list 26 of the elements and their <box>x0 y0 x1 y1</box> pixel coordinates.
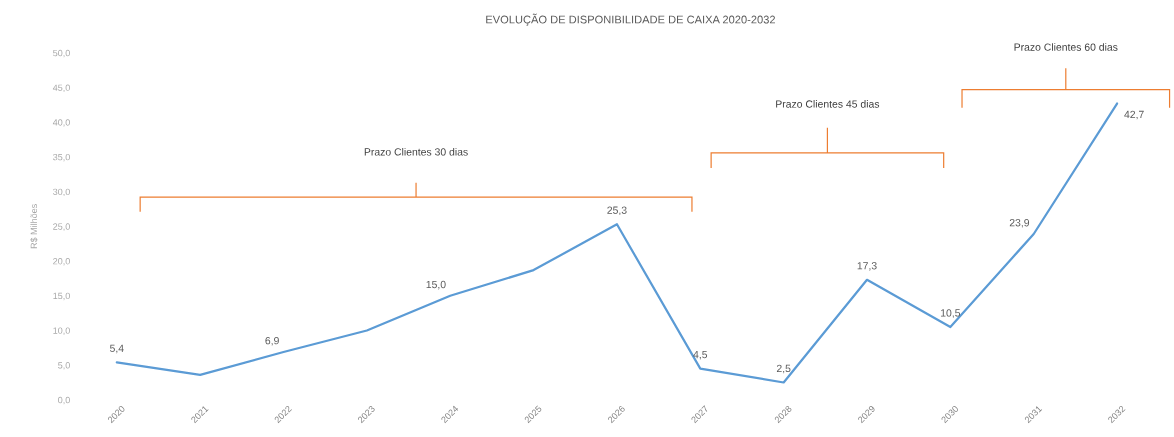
data-label: 2,5 <box>776 364 791 374</box>
y-tick-label: 40,0 <box>52 119 70 127</box>
annotation: Prazo Clientes 30 dias <box>364 147 468 156</box>
annotation: Prazo Clientes 45 dias <box>776 100 880 108</box>
text: Prazo Clientes 60 dias <box>1014 43 1118 51</box>
chart-title: EVOLUÇÃO DE DISPONIBILIDADE DE CAIXA 2020-2032 <box>486 13 775 26</box>
y-tick-label: 25,0 <box>53 223 70 231</box>
data-label: 23,9 <box>1009 219 1030 228</box>
y-tick-label: 35,0 <box>53 153 70 162</box>
data-label: 4,5 <box>693 350 708 360</box>
data-label: 25,3 <box>607 206 627 216</box>
y-tick-label: 30,0 <box>53 188 70 197</box>
data-label: 6,9 <box>265 336 279 346</box>
y-tick-label: 0,0 <box>58 396 70 405</box>
y-tick-label: 10,0 <box>53 327 70 335</box>
data-label: 5,4 <box>109 344 124 354</box>
y-tick-label: 45,0 <box>52 84 70 92</box>
y-axis-title: R$ Milhões <box>30 204 38 249</box>
y-tick-label: 15,0 <box>53 292 70 301</box>
data-label: 15,0 <box>426 280 446 290</box>
y-tick-label: 20,0 <box>53 258 70 266</box>
data-label: 17,3 <box>857 262 877 271</box>
data-label: 42,7 <box>1124 110 1144 120</box>
data-label: 10,5 <box>941 309 961 318</box>
y-tick-label: 5,0 <box>58 362 70 370</box>
y-tick-label: 50,0 <box>53 49 70 58</box>
